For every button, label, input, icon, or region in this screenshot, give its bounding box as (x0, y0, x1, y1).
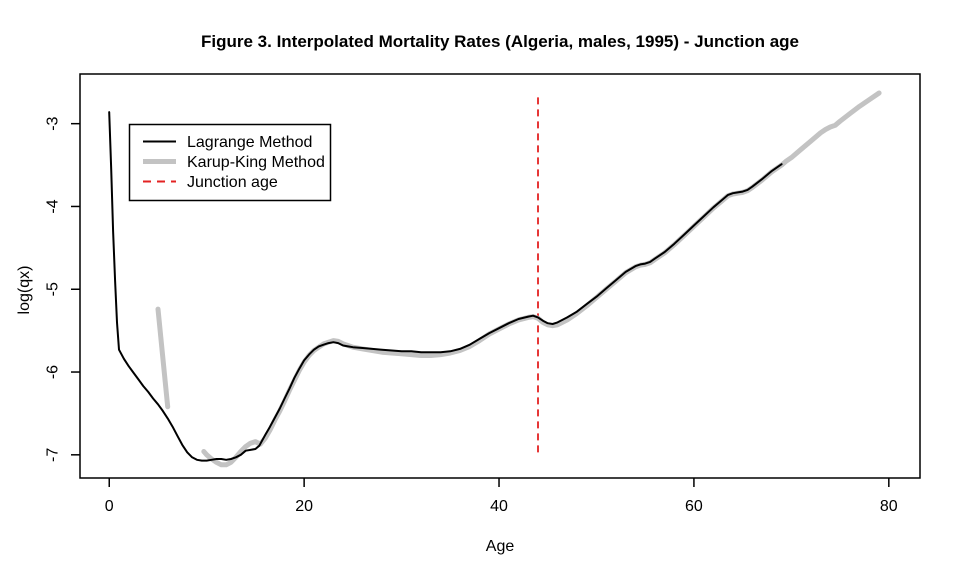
y-tick-label: -6 (45, 365, 62, 379)
y-axis-ticks: -3 -4 -5 -6 -7 (45, 116, 80, 462)
y-tick-label: -7 (45, 448, 62, 462)
legend-label: Karup-King Method (187, 154, 325, 171)
legend-label: Junction age (187, 174, 278, 191)
legend-rows: Lagrange Method Karup-King Method Junction… (143, 134, 325, 191)
x-tick-label: 20 (295, 498, 313, 515)
x-axis-label: Age (486, 538, 515, 555)
legend-label: Lagrange Method (187, 134, 312, 151)
y-tick-label: -3 (45, 116, 62, 130)
x-tick-label: 60 (685, 498, 703, 515)
plot-area (79, 73, 921, 479)
chart-title: Figure 3. Interpolated Mortality Rates (… (201, 32, 799, 51)
series-karup-king-method (155, 306, 171, 410)
legend: Lagrange Method Karup-King Method Junction… (128, 123, 332, 202)
y-axis-label: log(qx) (16, 266, 33, 315)
x-tick-label: 80 (880, 498, 898, 515)
y-tick-label: -5 (45, 282, 62, 296)
x-tick-label: 40 (490, 498, 508, 515)
x-axis-ticks: 0 20 40 60 80 (105, 478, 898, 515)
series-lagrange-method (108, 111, 783, 462)
y-tick-label: -4 (45, 199, 62, 213)
x-tick-label: 0 (105, 498, 114, 515)
series-layer (108, 90, 882, 468)
